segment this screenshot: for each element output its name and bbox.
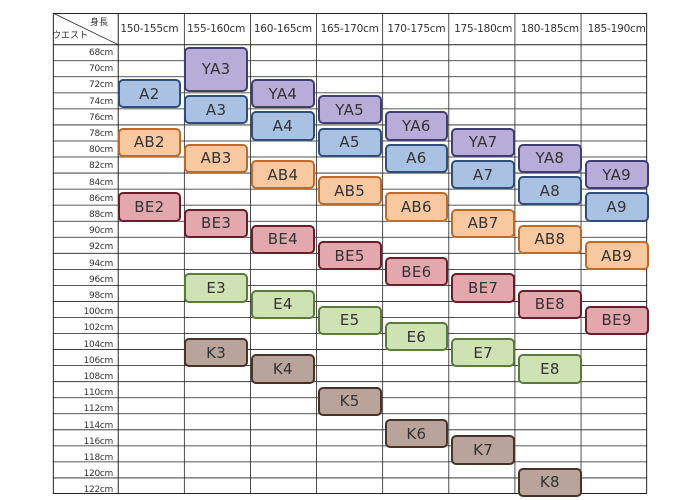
- row-label: 108cm: [83, 372, 114, 383]
- size-box: K5: [317, 386, 382, 417]
- row-label: 86cm: [89, 193, 113, 204]
- size-box: A4: [251, 111, 315, 141]
- row-label: 112cm: [83, 404, 114, 415]
- row-label: 102cm: [83, 323, 114, 334]
- column-header: 165-170cm: [320, 23, 379, 35]
- size-box: AB8: [518, 224, 582, 255]
- size-box: E6: [384, 321, 449, 352]
- size-box: BE5: [317, 240, 382, 271]
- row-label: 84cm: [89, 177, 113, 188]
- row-label: 72cm: [89, 80, 113, 91]
- size-box: YA4: [251, 78, 315, 109]
- row-label: 94cm: [89, 258, 113, 269]
- size-box: YA7: [451, 127, 515, 157]
- size-box: K8: [518, 467, 582, 498]
- size-box: YA6: [384, 111, 449, 141]
- row-label: 118cm: [83, 453, 114, 464]
- size-box: E7: [451, 338, 515, 368]
- size-box: BE6: [384, 257, 449, 287]
- corner-waist-label: ウエスト: [52, 31, 89, 41]
- size-box: YA8: [518, 143, 582, 174]
- column-header: 180-185cm: [520, 23, 579, 35]
- column-header: 155-160cm: [187, 23, 246, 35]
- size-box: E3: [184, 273, 248, 303]
- row-label: 104cm: [83, 339, 114, 350]
- size-box: A7: [451, 159, 515, 190]
- row-label: 110cm: [83, 388, 114, 399]
- size-box: AB7: [451, 208, 515, 238]
- size-box: BE2: [117, 192, 182, 222]
- size-box: K6: [384, 419, 449, 449]
- row-label: 92cm: [89, 242, 113, 253]
- row-label: 80cm: [89, 145, 113, 156]
- size-box: BE9: [584, 305, 649, 336]
- size-box: AB2: [117, 127, 182, 157]
- size-box: YA5: [317, 95, 382, 125]
- size-box: A3: [184, 95, 248, 125]
- row-label: 70cm: [89, 64, 113, 75]
- row-label: 76cm: [89, 112, 113, 123]
- row-label: 122cm: [83, 485, 114, 496]
- row-label: 78cm: [89, 129, 113, 140]
- row-label: 100cm: [83, 307, 114, 318]
- size-box: BE8: [518, 289, 582, 319]
- row-label: 74cm: [89, 96, 113, 107]
- size-box: YA3: [184, 46, 248, 93]
- size-box: BE4: [251, 224, 315, 255]
- row-label: 98cm: [89, 291, 113, 302]
- corner-diagonal: [52, 13, 119, 46]
- row-label: 106cm: [83, 355, 114, 366]
- size-box: K4: [251, 354, 315, 384]
- column-header: 170-175cm: [387, 23, 446, 35]
- size-box: A2: [117, 78, 182, 109]
- column-header: 150-155cm: [120, 23, 179, 35]
- size-box: A6: [384, 143, 449, 174]
- size-box: AB4: [251, 159, 315, 190]
- row-label: 90cm: [89, 226, 113, 237]
- size-box: E4: [251, 289, 315, 319]
- size-box: BE3: [184, 208, 248, 238]
- size-box: YA9: [584, 159, 649, 190]
- size-box: AB9: [584, 240, 649, 271]
- row-label: 116cm: [83, 436, 114, 447]
- size-box: K3: [184, 338, 248, 368]
- row-label: 120cm: [83, 469, 114, 480]
- column-header: 185-190cm: [587, 23, 646, 35]
- size-box: AB3: [184, 143, 248, 174]
- row-label: 68cm: [89, 48, 113, 59]
- column-header: 160-165cm: [253, 23, 312, 35]
- size-box: AB5: [317, 176, 382, 206]
- row-label: 82cm: [89, 161, 113, 172]
- size-box: A5: [317, 127, 382, 157]
- column-header: 175-180cm: [454, 23, 513, 35]
- size-box: E8: [518, 354, 582, 384]
- size-box: K7: [451, 435, 515, 465]
- row-label: 114cm: [83, 420, 114, 431]
- size-box: A9: [584, 192, 649, 222]
- row-label: 88cm: [89, 210, 113, 221]
- row-label: 96cm: [89, 274, 113, 285]
- size-box: AB6: [384, 192, 449, 222]
- corner-height-label: 身長: [90, 18, 109, 28]
- size-box: BE7: [451, 273, 515, 303]
- size-box: A8: [518, 176, 582, 206]
- size-box: E5: [317, 305, 382, 336]
